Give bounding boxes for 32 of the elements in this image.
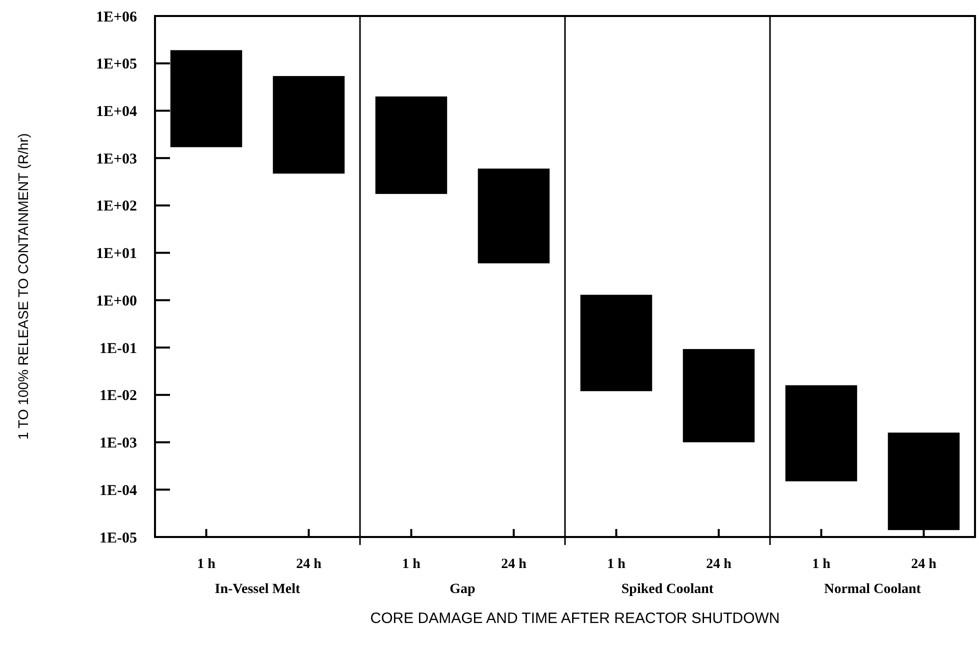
x-tick-label: 24 h (706, 557, 732, 572)
x-tick-label: 24 h (501, 557, 527, 572)
text: Gap (450, 582, 476, 597)
x-tick-label: 1 h (197, 557, 216, 572)
x-tick-label: 1 h (607, 557, 626, 572)
y-tick-label: 1E-01 (100, 340, 137, 357)
y-tick-label: 1E+00 (96, 293, 137, 310)
y-tick-label: 1E+05 (96, 56, 137, 73)
y-axis-title: 1 TO 100% RELEASE TO CONTAINMENT (R/hr) (15, 133, 31, 440)
bar (478, 168, 550, 264)
bar (272, 76, 345, 174)
x-tick-label: 24 h (296, 557, 322, 572)
y-tick-label: 1E-02 (100, 388, 137, 404)
text: Spiked Coolant (621, 582, 714, 597)
y-tick-label: 1E+01 (96, 246, 137, 262)
y-tick-label: 1E+04 (96, 104, 138, 120)
text: In-Vessel Melt (214, 582, 301, 597)
y-tick-label: 1E-03 (100, 436, 137, 452)
y-tick-label: 1E+03 (96, 151, 137, 168)
bar (682, 349, 755, 442)
bar (580, 294, 652, 392)
y-tick-label: 1E-05 (100, 530, 137, 546)
y-tick-label: 1E-04 (100, 482, 138, 499)
x-tick-label: 1 h (402, 557, 421, 572)
x-tick-label: 1 h (812, 557, 831, 572)
x-tick-label: 24 h (911, 557, 937, 572)
bar (375, 96, 448, 194)
y-tick-label: 1E+02 (96, 198, 137, 215)
x-axis-title: CORE DAMAGE AND TIME AFTER REACTOR SHUTDOWN (370, 610, 780, 627)
text: Normal Coolant (824, 582, 922, 597)
y-tick-label: 1E+06 (96, 9, 138, 26)
bar (785, 385, 858, 482)
